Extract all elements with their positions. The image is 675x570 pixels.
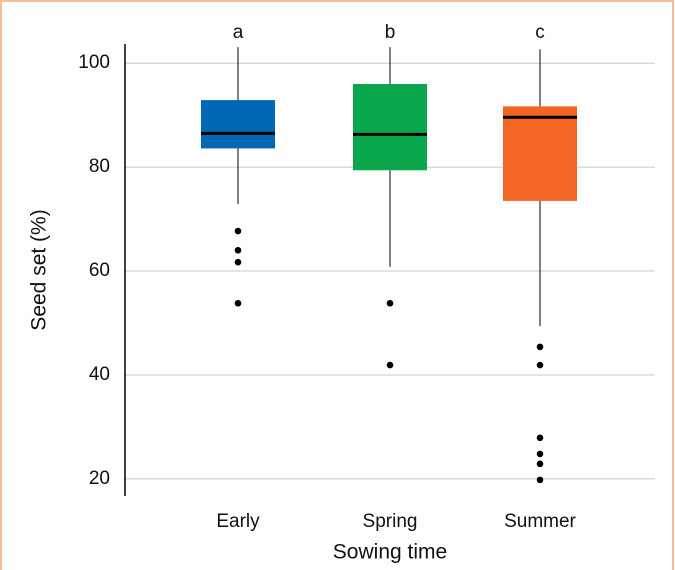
- annotation: b: [385, 22, 396, 43]
- y-tick-label: 60: [89, 260, 110, 281]
- y-tick-label: 100: [78, 52, 110, 73]
- outlier: [234, 227, 242, 235]
- outlier: [536, 343, 544, 351]
- outlier: [536, 434, 544, 442]
- y-axis-title: Seed set (%): [28, 209, 51, 330]
- x-axis-title: Sowing time: [333, 541, 447, 564]
- outlier: [536, 460, 544, 468]
- outlier: [536, 361, 544, 369]
- outlier: [536, 476, 544, 484]
- x-tick-label: Summer: [504, 511, 576, 532]
- y-tick-label: 40: [89, 364, 110, 385]
- x-tick-label: Early: [216, 511, 260, 532]
- annotation: a: [233, 22, 244, 43]
- x-tick-label: Spring: [363, 511, 418, 532]
- box: [201, 100, 275, 149]
- y-tick-label: 80: [89, 156, 110, 177]
- outlier: [234, 299, 242, 307]
- annotation: c: [535, 22, 545, 43]
- outlier: [536, 450, 544, 458]
- outlier: [386, 299, 394, 307]
- outlier: [234, 246, 242, 254]
- outlier: [234, 258, 242, 266]
- box: [353, 84, 427, 171]
- box: [503, 106, 577, 201]
- outlier: [386, 361, 394, 369]
- y-tick-label: 20: [89, 468, 110, 489]
